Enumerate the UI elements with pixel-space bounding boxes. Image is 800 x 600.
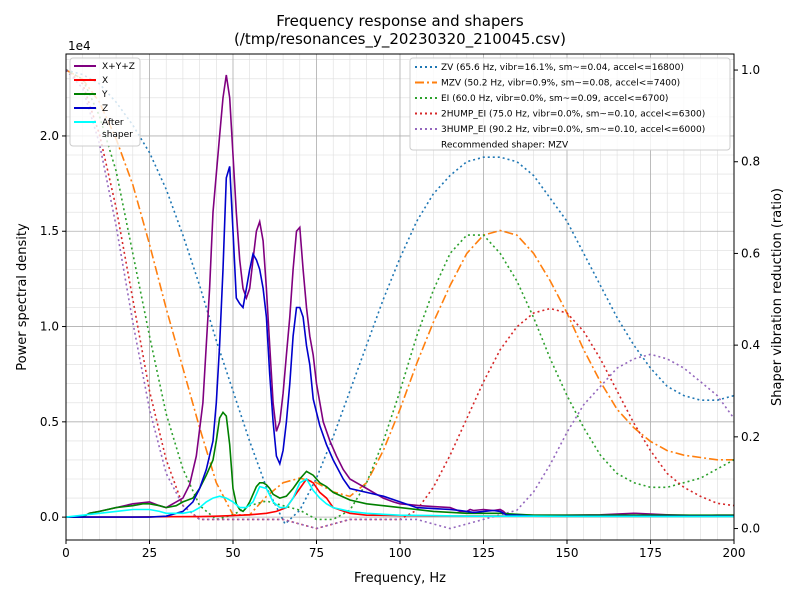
y-exponent-label: 1e4	[68, 39, 91, 53]
y2-axis-label: Shaper vibration reduction (ratio)	[770, 188, 785, 406]
y2-tick-label: 0.0	[741, 522, 760, 536]
psd-legend-label: shaper	[102, 130, 133, 140]
x-axis-label: Frequency, Hz	[354, 571, 446, 586]
x-tick-label: 150	[556, 546, 579, 560]
y2-tick-label: 1.0	[741, 63, 760, 77]
shaper-legend-label: EI (60.0 Hz, vibr=0.0%, sm~=0.09, accel<…	[441, 94, 668, 104]
y-tick-label: 0.5	[40, 415, 59, 429]
shaper-legend: ZV (65.6 Hz, vibr=16.1%, sm~=0.04, accel…	[409, 57, 731, 151]
x-axis: 0 25 50 75 100 125 150 175 200	[62, 540, 745, 560]
y2-axis: 0.0 0.2 0.4 0.6 0.8 1.0	[734, 63, 760, 536]
psd-legend-label: Z	[102, 104, 108, 114]
shaper-legend-label: MZV (50.2 Hz, vibr=0.9%, sm~=0.08, accel…	[441, 79, 680, 89]
psd-legend-label: Y	[101, 90, 108, 100]
recommended-shaper-label: Recommended shaper: MZV	[441, 141, 569, 151]
psd-lines	[65, 74, 734, 518]
y-tick-label: 2.0	[40, 129, 59, 143]
x-tick-label: 25	[142, 546, 157, 560]
x-tick-label: 175	[639, 546, 662, 560]
psd-legend-label: X+Y+Z	[102, 62, 135, 72]
psd-legend-label: X	[102, 76, 108, 86]
y-tick-label: 1.5	[40, 224, 59, 238]
y2-tick-label: 0.4	[741, 338, 760, 352]
x-tick-label: 125	[472, 546, 495, 560]
y2-tick-label: 0.2	[741, 430, 760, 444]
x-tick-label: 100	[389, 546, 412, 560]
y-axis-label: Power spectral density	[15, 223, 30, 371]
shaper-line	[65, 69, 735, 530]
y2-tick-label: 0.8	[741, 155, 760, 169]
y-tick-label: 1.0	[40, 320, 59, 334]
chart-subtitle: (/tmp/resonances_y_20230320_210045.csv)	[234, 30, 566, 49]
psd-line	[66, 166, 734, 518]
x-tick-label: 0	[62, 546, 70, 560]
shaper-line	[65, 69, 735, 530]
shaper-lines	[65, 69, 735, 530]
y2-tick-label: 0.6	[741, 246, 760, 260]
y-axis: 0.0 0.5 1.0 1.5 2.0	[40, 129, 66, 524]
chart-title: Frequency response and shapers	[276, 12, 524, 30]
shaper-legend-label: ZV (65.6 Hz, vibr=16.1%, sm~=0.04, accel…	[441, 63, 684, 73]
shaper-line	[65, 69, 734, 516]
shaper-legend-label: 2HUMP_EI (75.0 Hz, vibr=0.0%, sm~=0.10, …	[441, 110, 705, 120]
psd-legend: X+Y+Z XYZ After shaper	[69, 57, 141, 147]
x-tick-label: 75	[309, 546, 324, 560]
x-tick-label: 200	[723, 546, 746, 560]
psd-line	[66, 410, 734, 518]
shaper-legend-label: 3HUMP_EI (90.2 Hz, vibr=0.0%, sm~=0.10, …	[441, 125, 705, 135]
psd-legend-label: After	[102, 118, 124, 128]
shaper-legend-box	[409, 57, 731, 151]
y-tick-label: 0.0	[40, 510, 59, 524]
psd-line	[65, 477, 734, 518]
x-tick-label: 50	[225, 546, 240, 560]
